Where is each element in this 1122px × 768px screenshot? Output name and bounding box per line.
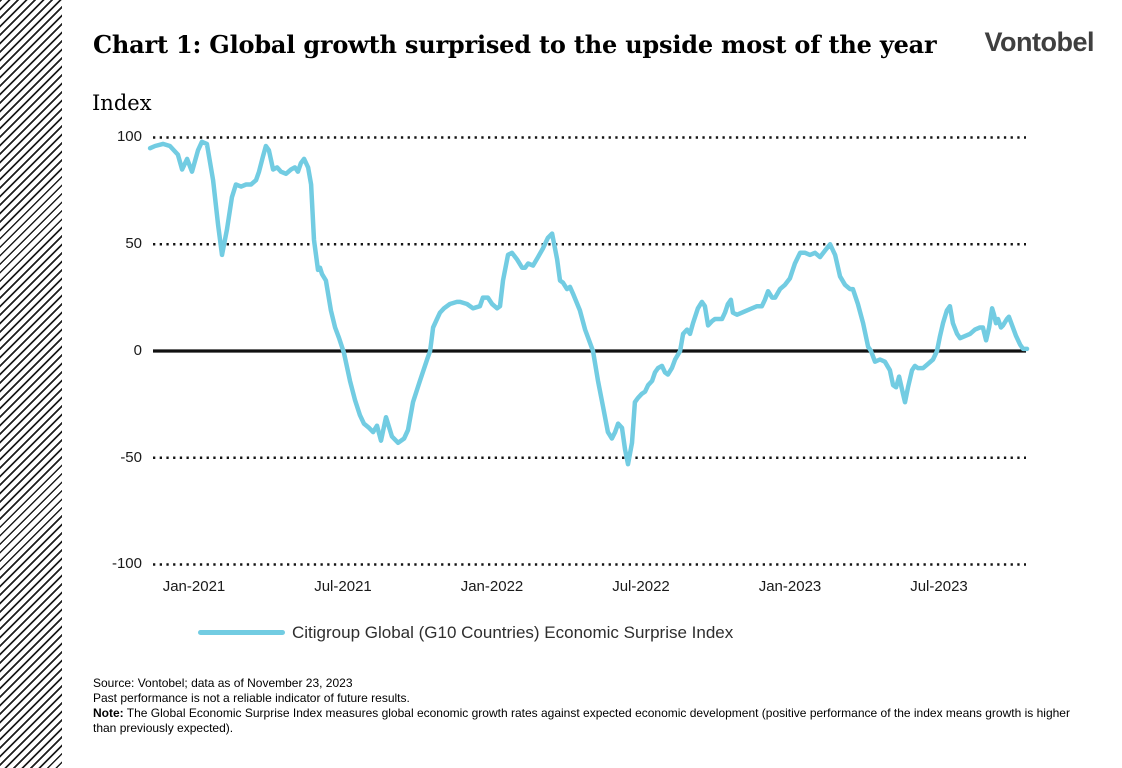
source-line: Source: Vontobel; data as of November 23… — [93, 676, 353, 690]
y-tick-m100: -100 — [111, 555, 142, 572]
x-tick-jan2022: Jan-2022 — [460, 578, 524, 595]
note-line: Note: The Global Economic Surprise Index… — [93, 706, 1075, 736]
disclaimer-line: Past performance is not a reliable indic… — [93, 691, 410, 705]
note-label: Note: — [93, 706, 124, 720]
x-tick-jan2021: Jan-2021 — [162, 578, 226, 595]
legend-label: Citigroup Global (G10 Countries) Economi… — [292, 623, 734, 642]
x-tick-jan2023: Jan-2023 — [758, 578, 822, 595]
y-tick-0: 0 — [133, 342, 142, 359]
x-tick-jul2022: Jul-2022 — [612, 578, 670, 595]
y-axis-title: Index — [92, 91, 152, 115]
note-text: The Global Economic Surprise Index measu… — [93, 706, 1070, 735]
y-tick-100: 100 — [116, 128, 142, 145]
legend-line-swatch — [198, 630, 285, 635]
vontobel-logo: Vontobel — [984, 27, 1095, 57]
y-tick-50: 50 — [125, 235, 142, 252]
y-tick-m50: -50 — [120, 449, 142, 466]
decorative-hatch-border — [0, 0, 62, 768]
x-tick-jul2021: Jul-2021 — [314, 578, 372, 595]
x-tick-jul2023: Jul-2023 — [910, 578, 968, 595]
footnotes: Source: Vontobel; data as of November 23… — [93, 676, 1075, 736]
chart-title: Chart 1: Global growth surprised to the … — [93, 30, 937, 59]
